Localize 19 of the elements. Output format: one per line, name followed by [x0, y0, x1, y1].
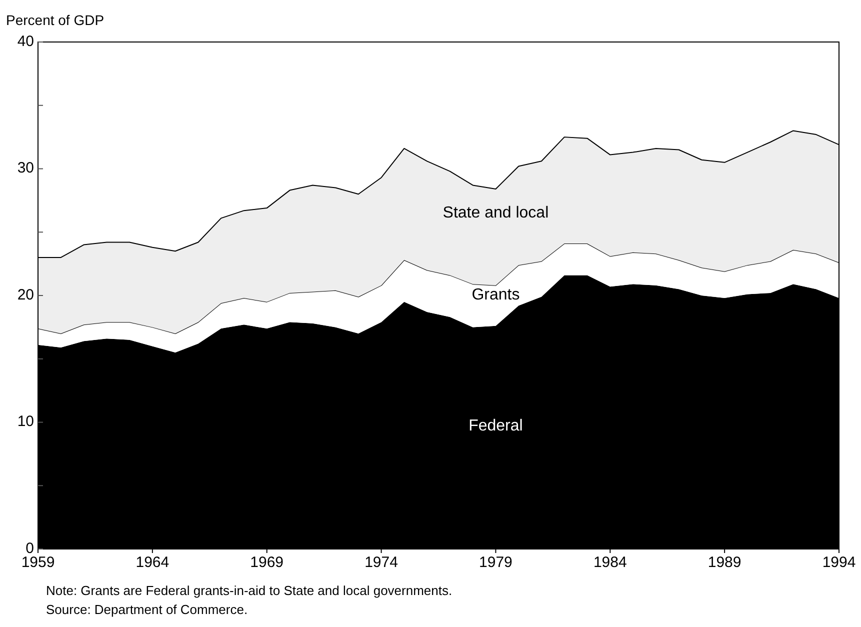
- y-tick-label: 0: [26, 540, 34, 557]
- x-tick-label: 1959: [21, 554, 55, 571]
- x-tick-label: 1964: [136, 554, 170, 571]
- y-tick-label: 30: [17, 160, 34, 177]
- x-tick-label: 1979: [479, 554, 512, 571]
- y-tick-label: 20: [17, 286, 34, 304]
- y-tick-label: 10: [17, 413, 34, 430]
- x-tick-label: 1974: [364, 554, 398, 571]
- x-tick-label: 1994: [822, 554, 856, 571]
- x-tick-label: 1984: [593, 554, 627, 571]
- series-label: Grants: [472, 286, 520, 304]
- text: Note: Grants are Federal grants-in-aid to State and local governments.: [46, 583, 452, 598]
- x-tick-label: 1989: [708, 554, 742, 571]
- y-tick-label: 40: [17, 32, 34, 50]
- series-label: State and local: [442, 204, 549, 222]
- source-note: Source: Department of Commerce.: [46, 602, 248, 617]
- series-label: Federal: [468, 418, 523, 435]
- y-axis-title: Percent of GDP: [6, 12, 104, 28]
- x-tick-label: 1969: [250, 554, 284, 571]
